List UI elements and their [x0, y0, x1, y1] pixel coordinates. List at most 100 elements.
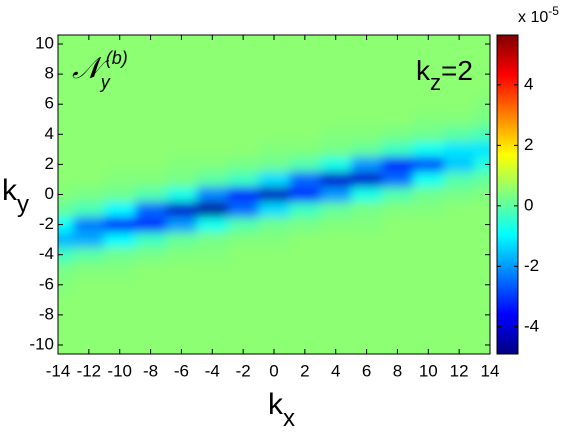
heat-cell [412, 337, 445, 354]
heat-cell [58, 292, 74, 308]
heat-cell [443, 232, 476, 248]
colorbar-tick-label: 2 [524, 135, 533, 154]
y-tick-label: -4 [39, 244, 54, 263]
heat-cell [351, 66, 383, 83]
heat-cell [474, 171, 490, 188]
heat-cell [196, 217, 229, 233]
heat-cell [135, 111, 167, 128]
heat-cell [196, 81, 229, 98]
heat-cell [135, 96, 167, 113]
heat-cell [412, 186, 445, 203]
heat-cell [412, 81, 445, 98]
heat-cell [320, 277, 352, 293]
heat-cell [227, 171, 260, 188]
y-tick-label: 6 [45, 94, 54, 113]
heat-cell [73, 35, 105, 53]
heat-cell [382, 111, 414, 128]
heat-cell [474, 217, 490, 233]
heat-cell [104, 141, 136, 158]
y-tick-label: 4 [45, 124, 54, 143]
heat-cell [258, 186, 290, 203]
heat-cell [227, 217, 260, 233]
heat-cell [474, 277, 490, 293]
heat-cell [351, 96, 383, 113]
heat-cell [196, 277, 229, 293]
heat-cell [289, 111, 321, 128]
heat-cell [382, 171, 414, 188]
heat-cell [135, 322, 167, 338]
heat-cell [474, 337, 490, 354]
heat-cell [320, 126, 352, 143]
heat-cell [196, 292, 229, 308]
heat-cell [412, 66, 445, 83]
heat-cell [58, 126, 74, 143]
heat-cell [289, 156, 321, 173]
heat-cell [289, 126, 321, 143]
heat-cell [73, 111, 105, 128]
heat-cell [135, 51, 167, 68]
heat-cell [382, 262, 414, 278]
heat-cell [58, 307, 74, 323]
heat-cell [58, 141, 74, 158]
heat-cell [73, 171, 105, 188]
heat-cell [227, 247, 260, 263]
heat-cell [412, 232, 445, 248]
heat-cell [73, 81, 105, 98]
colorbar-tick-label: -2 [524, 256, 539, 275]
heat-cell [443, 247, 476, 263]
heat-cell [320, 307, 352, 323]
x-tick-label: 14 [481, 361, 500, 380]
heat-cell [382, 51, 414, 68]
heat-cell [382, 35, 414, 53]
heat-cell [104, 156, 136, 173]
heat-cell [351, 262, 383, 278]
heat-cell [412, 156, 445, 173]
heat-cell [412, 277, 445, 293]
heat-cell [443, 35, 476, 53]
colorbar-label: x 10-5 [518, 4, 559, 26]
heat-cell [73, 277, 105, 293]
heat-cell [443, 202, 476, 218]
heat-cell [227, 51, 260, 68]
heat-cell [320, 262, 352, 278]
heat-cell [258, 247, 290, 263]
heat-cell [58, 232, 74, 248]
heat-cell [58, 202, 74, 218]
heat-cell [135, 66, 167, 83]
heat-cell [135, 171, 167, 188]
colorbar-tick-label: 0 [524, 195, 533, 214]
heat-cell [443, 51, 476, 68]
y-tick-label: 8 [45, 64, 54, 83]
heat-cell [474, 96, 490, 113]
heat-cell [474, 141, 490, 158]
heat-cell [227, 202, 260, 218]
heat-cell [104, 126, 136, 143]
heat-cell [166, 322, 198, 338]
x-tick-label: -14 [46, 361, 71, 380]
heat-cell [104, 262, 136, 278]
x-axis-label: kx [268, 388, 295, 432]
heat-cell [382, 141, 414, 158]
heat-cell [289, 96, 321, 113]
heat-cell [474, 322, 490, 338]
kz-label: kz=2 [416, 55, 473, 95]
heat-cell [443, 156, 476, 173]
heat-cell [166, 126, 198, 143]
heat-cell [412, 35, 445, 53]
heat-cell [443, 292, 476, 308]
heat-cell [351, 141, 383, 158]
heat-cell [382, 217, 414, 233]
heat-cell [58, 277, 74, 293]
heat-cell [474, 66, 490, 83]
heat-cell [73, 156, 105, 173]
heat-cell [196, 141, 229, 158]
heat-cell [351, 156, 383, 173]
heat-cell [474, 156, 490, 173]
heat-cell [196, 262, 229, 278]
x-tick-label: 4 [331, 361, 340, 380]
y-tick-label: -2 [39, 214, 54, 233]
heat-cell [196, 51, 229, 68]
heat-cell [289, 51, 321, 68]
heat-cell [227, 232, 260, 248]
